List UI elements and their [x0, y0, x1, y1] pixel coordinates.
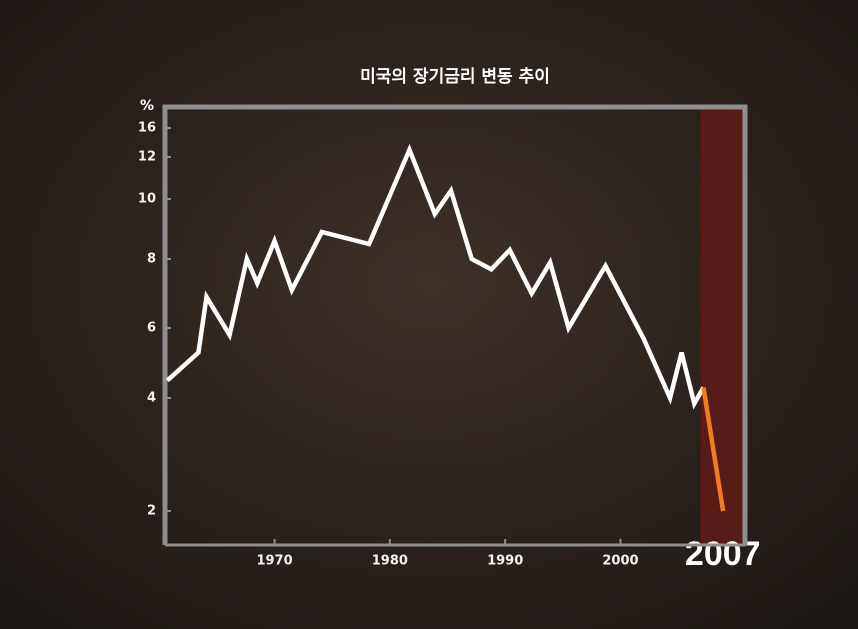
highlight-band — [700, 107, 745, 545]
y-axis-label: % — [140, 98, 154, 114]
x-tick-label: 1970 — [256, 554, 292, 569]
y-tick-label: 16 — [138, 121, 156, 136]
x-tick-label: 1990 — [487, 554, 523, 569]
x-tick-label: 1980 — [372, 554, 408, 569]
axis-frame — [162, 104, 748, 545]
y-tick-label: 8 — [147, 252, 156, 267]
highlight-label: 2007 — [685, 535, 761, 573]
y-tick-label: 10 — [138, 192, 156, 207]
y-tick-label: 12 — [138, 150, 156, 165]
x-tick-label: 2000 — [602, 554, 638, 569]
y-tick-label: 2 — [147, 504, 156, 519]
y-tick-label: 4 — [147, 391, 156, 406]
line-series — [701, 387, 726, 512]
y-tick-label: 6 — [147, 321, 156, 336]
chart-title: 미국의 장기금리 변동 추이 — [360, 67, 550, 87]
line-series — [165, 143, 706, 410]
